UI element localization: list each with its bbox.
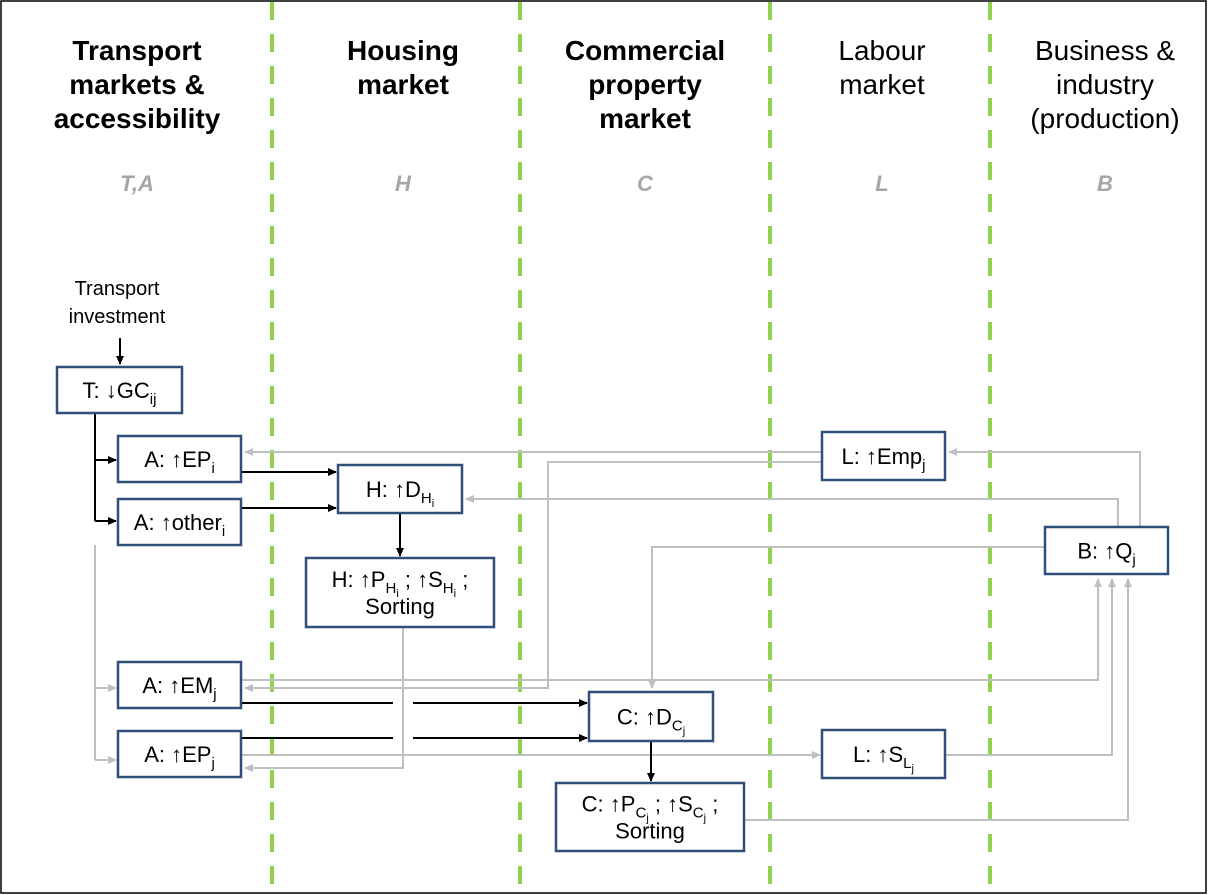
label-part: C: ↑D — [617, 705, 672, 730]
node-label: H: ↑DHi — [366, 477, 434, 510]
label-part: j — [921, 457, 925, 474]
column-title: Housing — [347, 35, 459, 66]
label-part: H: ↑P — [332, 567, 386, 592]
label-part: j — [645, 813, 648, 825]
node-label: H: ↑PHi ; ↑SHi ; — [332, 567, 469, 600]
label-part: i — [432, 498, 434, 510]
node-label: C: ↑PCj ; ↑SCj ; — [582, 792, 719, 825]
column-symbol: B — [1097, 171, 1113, 196]
column-title: market — [599, 103, 691, 134]
column-symbol: H — [395, 171, 412, 196]
label-part: i — [222, 523, 225, 540]
label-part: Sorting — [365, 594, 435, 619]
label-part: ; ↑S — [649, 792, 693, 817]
column-title: Labour — [838, 35, 925, 66]
label-part: j — [682, 726, 685, 738]
column-title: market — [357, 69, 449, 100]
column-symbol: C — [637, 171, 654, 196]
node-box — [116, 497, 243, 547]
label-part: A: ↑EP — [144, 447, 211, 472]
label-part: ; ↑S — [399, 567, 443, 592]
column-title: market — [839, 69, 925, 100]
node-box — [304, 556, 496, 629]
node-label: A: ↑EMj — [142, 673, 216, 703]
label-part: i — [396, 588, 398, 600]
label-part: C — [672, 718, 683, 735]
label-part: j — [210, 755, 214, 772]
node-box — [820, 728, 947, 780]
column-title: industry — [1056, 69, 1154, 100]
column-title: (production) — [1030, 103, 1179, 134]
node-box — [55, 365, 184, 415]
label-part: j — [1131, 552, 1135, 569]
label-part: ; — [706, 792, 718, 817]
label-part: j — [212, 686, 216, 703]
node-box — [116, 729, 243, 779]
node-label: C: ↑DCj — [617, 705, 685, 738]
column-title: Transport — [72, 35, 201, 66]
node-label: Sorting — [365, 594, 435, 619]
node-label: A: ↑EPi — [144, 447, 215, 477]
label-part: B: ↑Q — [1077, 539, 1132, 564]
node-label: B: ↑Qj — [1077, 539, 1135, 569]
label-part: Sorting — [615, 819, 685, 844]
node-label: T: ↓GCij — [83, 378, 157, 408]
label-part: ij — [150, 391, 157, 408]
label-part: A: ↑EM — [142, 673, 213, 698]
label-part: i — [211, 460, 214, 477]
column-symbol: L — [875, 171, 888, 196]
node-box — [116, 660, 243, 710]
node-box — [336, 463, 464, 515]
node-box — [116, 434, 243, 484]
column-title: property — [588, 69, 702, 100]
label-part: C — [693, 805, 704, 822]
black-arrows — [94, 338, 655, 782]
column-title: accessibility — [54, 103, 221, 134]
dividers — [270, 2, 992, 893]
label-part: A: ↑other — [134, 510, 222, 535]
node-label: L: ↑Empj — [841, 444, 925, 474]
node-box — [820, 430, 947, 482]
node-label: L: ↑SLj — [853, 742, 914, 775]
label-part: H: ↑D — [366, 477, 421, 502]
column-symbol: T,A — [120, 171, 154, 196]
node-box — [587, 690, 715, 743]
label-part: i — [454, 588, 456, 600]
label-part: H — [385, 580, 396, 597]
source-label: investment — [69, 306, 166, 328]
label-part: T: ↓GC — [83, 378, 150, 403]
label-part: H — [443, 580, 454, 597]
label-part: ; — [456, 567, 468, 592]
label-part: H — [421, 490, 432, 507]
column-title: Commercial — [565, 35, 725, 66]
node-label: Sorting — [615, 819, 685, 844]
label-part: L: ↑Emp — [841, 444, 922, 469]
column-title: Business & — [1035, 35, 1175, 66]
label-part: L — [903, 755, 911, 772]
label-part: C — [635, 805, 646, 822]
label-part: L: ↑S — [853, 742, 903, 767]
node-box — [1043, 525, 1170, 576]
label-part: j — [911, 763, 914, 775]
node-box — [554, 781, 746, 853]
node-label: A: ↑EPj — [144, 742, 215, 772]
label-part: j — [703, 813, 706, 825]
column-title: markets & — [69, 69, 204, 100]
label-part: C: ↑P — [582, 792, 636, 817]
gray-arrows — [94, 448, 1141, 821]
node-label: A: ↑otheri — [134, 510, 225, 540]
source-label: Transport — [75, 278, 160, 300]
label-part: A: ↑EP — [144, 742, 211, 767]
